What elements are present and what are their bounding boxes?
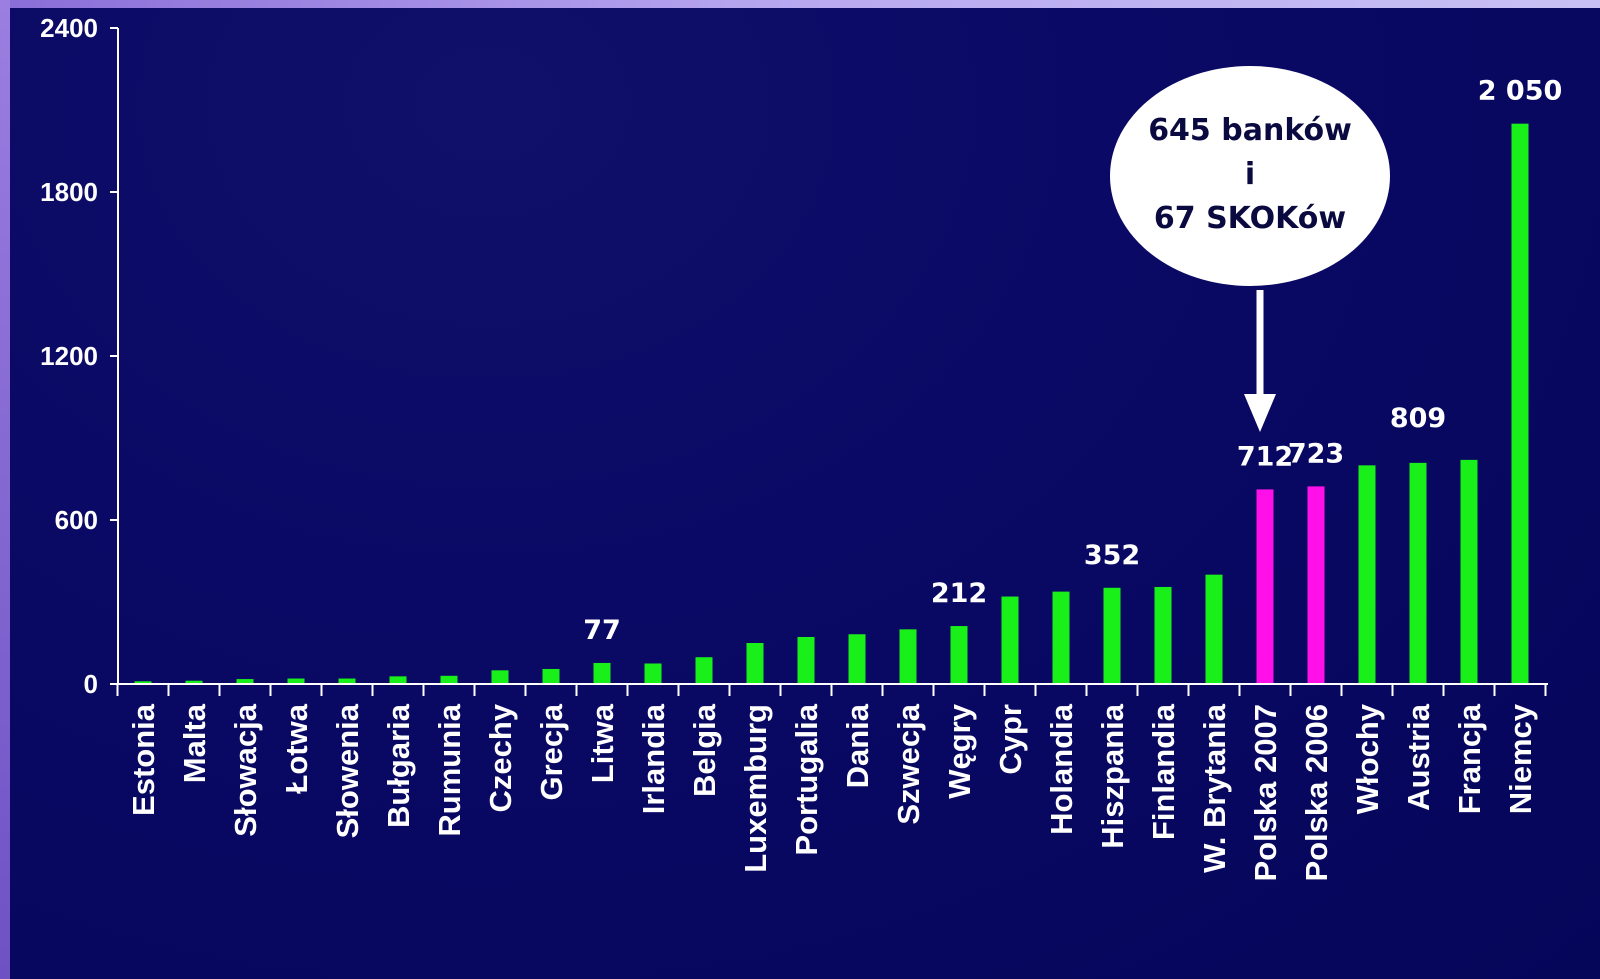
bar-irlandia [644, 663, 662, 684]
y-tick-label: 0 [84, 669, 98, 699]
bar-belgia [695, 657, 713, 684]
bar-portugalia [797, 636, 815, 684]
bar-słowacja [236, 679, 254, 684]
frame-top-border [0, 0, 1600, 8]
callout-line-2: i [1244, 157, 1256, 192]
data-label: 723 [1288, 438, 1344, 469]
data-label: 809 [1390, 403, 1446, 434]
bar-estonia [134, 681, 152, 684]
data-label: 212 [931, 578, 987, 609]
bar-grecja [542, 668, 560, 684]
bar-hiszpania [1103, 587, 1121, 684]
category-label: Włochy [1350, 703, 1385, 814]
bar-malta [185, 680, 203, 684]
bar-włochy [1358, 465, 1376, 684]
bar-finlandia [1154, 586, 1172, 684]
bar-rumunia [440, 675, 458, 684]
category-label: Dania [840, 703, 875, 788]
bar-litwa [593, 662, 611, 684]
category-label: Belgia [687, 703, 722, 797]
axes: 0 600 1200 1800 2400 [40, 13, 1548, 699]
category-label: Luxemburg [738, 704, 773, 873]
category-label: Irlandia [636, 703, 671, 814]
data-label: 2 050 [1478, 76, 1563, 107]
bar-słowenia [338, 678, 356, 684]
category-label: Portugalia [789, 703, 824, 855]
category-label: Finlandia [1146, 703, 1181, 840]
callout-arrow-head [1244, 394, 1276, 432]
labels: Estonia Malta Słowacja Łotwa Słowenia Bułgari… [126, 76, 1562, 882]
bar-polska-2007 [1256, 489, 1274, 684]
bar-łotwa [287, 678, 305, 684]
category-label: Czechy [483, 703, 518, 812]
category-label: Łotwa [279, 703, 314, 793]
data-label: 77 [583, 615, 621, 646]
category-label: Cypr [993, 704, 1028, 775]
callout-bubble [1110, 66, 1390, 286]
category-label: Polska 2006 [1299, 704, 1334, 882]
category-label: Węgry [942, 703, 977, 799]
bar-austria [1409, 462, 1427, 684]
bar-w-brytania [1205, 574, 1223, 684]
bar-polska-2006 [1307, 486, 1325, 684]
data-label: 712 [1237, 441, 1293, 472]
callout-text: 645 banków i 67 SKOKów [1117, 107, 1383, 243]
category-label: Słowacja [228, 703, 263, 836]
frame-left-border [0, 0, 10, 979]
category-label: Rumunia [432, 703, 467, 836]
category-label: Grecja [534, 703, 569, 800]
bar-czechy [491, 670, 509, 684]
bars [134, 123, 1529, 684]
category-label: Niemcy [1503, 703, 1538, 814]
category-label: Austria [1401, 703, 1436, 811]
category-label: Słowenia [330, 703, 365, 838]
bar-holandia [1052, 591, 1070, 684]
callout-line-1: 645 banków [1148, 113, 1352, 148]
data-label: 352 [1084, 540, 1140, 571]
callout-line-3: 67 SKOKów [1153, 201, 1347, 236]
bar-cypr [1001, 596, 1019, 684]
category-label: Francja [1452, 703, 1487, 814]
category-label: Szwecja [891, 703, 926, 824]
bar-dania [848, 634, 866, 684]
category-label: W. Brytania [1197, 703, 1232, 873]
category-label: Malta [177, 703, 212, 783]
bar-szwecja [899, 629, 917, 684]
category-label: Hiszpania [1095, 703, 1130, 848]
category-label: Holandia [1044, 703, 1079, 835]
bar-węgry [950, 626, 968, 684]
bar-francja [1460, 459, 1478, 684]
y-tick-label: 1800 [40, 177, 98, 207]
category-label: Bułgaria [381, 703, 416, 828]
category-label: Litwa [585, 703, 620, 783]
category-label: Polska 2007 [1248, 704, 1283, 882]
y-tick-label: 1200 [40, 341, 98, 371]
y-tick-label: 2400 [40, 13, 98, 43]
bar-niemcy [1511, 123, 1529, 684]
category-label: Estonia [126, 703, 161, 816]
bar-bułgaria [389, 676, 407, 684]
y-tick-label: 600 [55, 505, 98, 535]
bar-luxemburg [746, 643, 764, 684]
